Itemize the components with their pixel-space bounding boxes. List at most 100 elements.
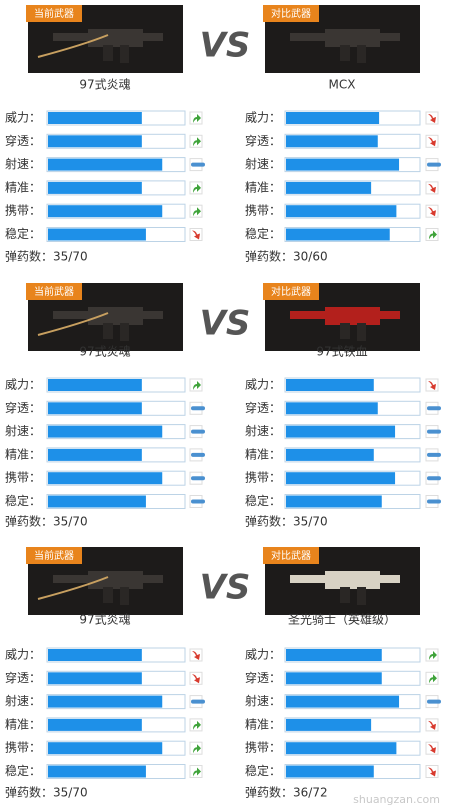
stat-bar — [286, 472, 396, 485]
stat-label: 威力： — [5, 111, 41, 125]
trend-icon-same — [191, 699, 205, 704]
stat-bar — [286, 649, 382, 661]
vs-label: VS — [200, 568, 251, 608]
ammo-count: 弹药数：35/70 — [245, 514, 328, 529]
weapon-blade — [37, 312, 109, 336]
stat-label: 威力： — [5, 648, 41, 662]
stat-bar — [48, 495, 146, 508]
stat-bar — [286, 695, 400, 708]
stat-label: 穿透： — [245, 670, 281, 685]
ammo-count: 弹药数：35/70 — [5, 249, 88, 264]
weapon-badge-text: 对比武器 — [271, 285, 311, 298]
weapon-badge — [263, 547, 319, 564]
trend-icon-same — [191, 162, 205, 167]
trend-icon-down — [428, 114, 436, 123]
trend-icon-same — [427, 476, 441, 481]
vs-label: VS — [200, 26, 251, 66]
weapon-mag — [103, 587, 113, 603]
stat-bar — [48, 228, 146, 241]
stat-label: 穿透： — [5, 670, 41, 685]
trend-icon-same — [191, 476, 205, 481]
stat-bar — [48, 672, 142, 685]
weapon-grip — [120, 323, 129, 341]
trend-icon-same — [427, 429, 441, 434]
trend-icon-down — [428, 183, 436, 193]
trend-icon-same — [427, 452, 441, 457]
stat-bar — [48, 695, 163, 708]
trend-icon-same — [427, 406, 441, 411]
stat-label: 精准： — [245, 447, 281, 461]
weapon-grip — [120, 587, 129, 605]
stat-bar — [286, 112, 380, 124]
stat-bar — [48, 181, 142, 194]
stat-bar — [48, 448, 142, 461]
trend-icon-up — [429, 230, 437, 240]
weapon-badge — [26, 5, 82, 22]
trend-icon-same — [427, 162, 441, 167]
stat-label: 稳定： — [5, 493, 41, 508]
trend-icon-up — [193, 183, 201, 193]
stat-label: 射速： — [245, 156, 281, 171]
stat-label: 穿透： — [245, 133, 281, 148]
trend-icon-up — [429, 651, 437, 660]
weapon-grip — [357, 323, 366, 341]
stat-label: 精准： — [245, 717, 281, 731]
stat-label: 威力： — [5, 378, 41, 392]
trend-icon-same — [191, 452, 205, 457]
weapon-body — [325, 307, 380, 325]
weapon-badge — [263, 283, 319, 300]
trend-icon-up — [193, 744, 201, 754]
weapon-body — [88, 571, 143, 589]
stat-label: 精准： — [245, 180, 281, 194]
stat-bar — [286, 718, 372, 731]
stat-bar — [48, 425, 163, 438]
stat-label: 稳定： — [245, 226, 281, 241]
trend-icon-down — [428, 767, 436, 777]
weapon-body — [325, 571, 380, 589]
stat-label: 射速： — [245, 423, 281, 438]
weapon-mag — [340, 587, 350, 603]
trend-icon-up — [193, 137, 201, 147]
stat-label: 威力： — [245, 111, 281, 125]
weapon-grip — [120, 45, 129, 63]
stat-label: 携带： — [245, 740, 281, 755]
watermark: shuangzan.com — [353, 793, 440, 806]
weapon-badge — [26, 547, 82, 564]
stat-bar — [286, 379, 374, 391]
weapon-mag — [340, 323, 350, 339]
trend-icon-up — [193, 767, 201, 777]
trend-icon-down — [428, 207, 436, 217]
weapon-mag — [103, 45, 113, 61]
stat-bar — [48, 649, 142, 661]
weapon-badge — [26, 283, 82, 300]
stat-label: 精准： — [5, 717, 41, 731]
stat-label: 携带： — [245, 470, 281, 485]
trend-icon-up — [429, 674, 437, 684]
stat-label: 携带： — [5, 203, 41, 218]
weapon-badge-text: 对比武器 — [271, 7, 311, 20]
stat-label: 射速： — [5, 156, 41, 171]
ammo-count: 弹药数：36/72 — [245, 785, 328, 800]
stat-bar — [286, 765, 374, 778]
trend-icon-down — [192, 230, 200, 240]
stat-bar — [48, 205, 163, 218]
weapon-badge — [263, 5, 319, 22]
stat-bar — [286, 181, 372, 194]
trend-icon-down — [428, 744, 436, 754]
trend-icon-same — [191, 429, 205, 434]
stat-bar — [286, 135, 378, 148]
stat-label: 威力： — [245, 648, 281, 662]
ammo-count: 弹药数：30/60 — [245, 249, 328, 264]
weapon-name: 97式铁血 — [316, 345, 367, 359]
stat-label: 射速： — [245, 693, 281, 708]
stat-label: 稳定： — [5, 763, 41, 778]
stat-bar — [48, 472, 163, 485]
weapon-name: 97式炎魂 — [79, 612, 130, 627]
ammo-count: 弹药数：35/70 — [5, 514, 88, 529]
stat-bar — [48, 402, 142, 415]
stat-bar — [286, 672, 382, 685]
stat-label: 射速： — [5, 423, 41, 438]
trend-icon-same — [427, 499, 441, 504]
stat-label: 精准： — [5, 447, 41, 461]
